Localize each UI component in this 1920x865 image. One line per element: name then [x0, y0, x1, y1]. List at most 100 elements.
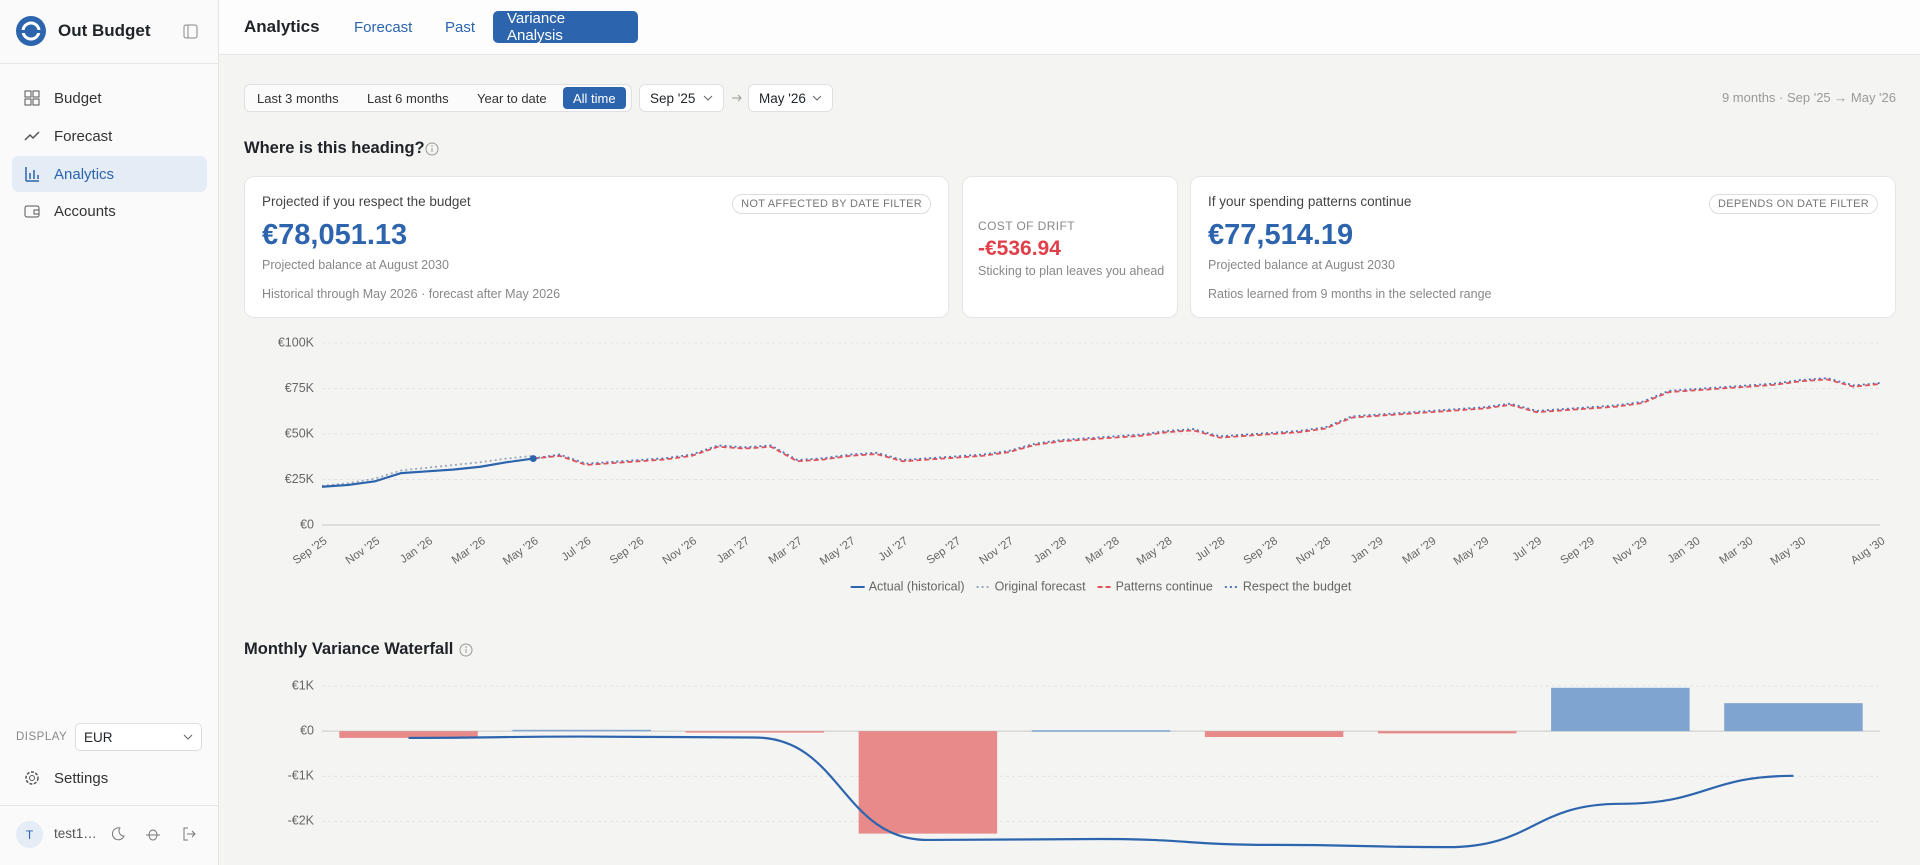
nav-label: Forecast: [54, 127, 113, 145]
x-tick-label: Aug '30: [1849, 535, 1888, 567]
x-tick-label: Mar '26: [450, 535, 488, 567]
range-button[interactable]: Last 3 months: [257, 90, 339, 106]
end-marker: [529, 455, 537, 463]
cumulative-line: [408, 735, 1794, 849]
y-tick-label: €25K: [285, 472, 315, 486]
page-title: Analytics: [244, 17, 320, 36]
x-tick-label: Nov '28: [1294, 535, 1333, 567]
sidebar: Out Budget Budget Forecast Analytics Acc…: [0, 0, 219, 865]
nav-budget[interactable]: Budget: [12, 80, 207, 116]
card-caption: Sticking to plan leaves you ahead: [978, 264, 1165, 278]
card-note: Historical through May 2026 · forecast a…: [262, 287, 561, 301]
nav-accounts[interactable]: Accounts: [12, 193, 207, 229]
info-icon[interactable]: [425, 142, 439, 156]
x-tick-label: Nov '29: [1611, 535, 1650, 567]
card-label: COST OF DRIFT: [978, 219, 1075, 233]
legend-label: Patterns continue: [1116, 579, 1213, 593]
y-tick-label: €0: [300, 723, 314, 737]
variance-bar: [1724, 703, 1863, 732]
x-tick-label: Mar '29: [1401, 535, 1439, 567]
range-button[interactable]: Year to date: [477, 90, 547, 106]
card-amount: €77,514.19: [1208, 219, 1354, 251]
legend-label: Respect the budget: [1243, 579, 1352, 593]
tab[interactable]: Forecast: [354, 18, 413, 36]
y-tick-label: €50K: [285, 426, 315, 440]
y-tick-label: €100K: [278, 335, 315, 349]
nav-forecast[interactable]: Forecast: [12, 118, 207, 154]
card-caption: Projected balance at August 2030: [1208, 258, 1395, 272]
card-label: If your spending patterns continue: [1208, 194, 1412, 209]
range-arrow: [732, 94, 742, 102]
x-tick-label: Jan '28: [1032, 535, 1069, 566]
nav-settings[interactable]: Settings: [12, 760, 207, 796]
range-selector: Last 3 months Last 6 months Year to date…: [244, 84, 632, 112]
to-value: May '26: [759, 90, 806, 106]
card-amount: -€536.94: [978, 237, 1061, 260]
legend-label: Actual (historical): [869, 579, 965, 593]
nav-label: Analytics: [54, 165, 115, 183]
avatar[interactable]: T: [16, 821, 43, 848]
budget-card: Projected if you respect the budget NOT …: [244, 176, 949, 318]
user-name: test1…: [54, 826, 97, 841]
tab[interactable]: Past: [445, 18, 476, 36]
logout-button[interactable]: [182, 827, 196, 841]
x-tick-label: Jan '26: [398, 535, 435, 566]
x-tick-label: May '30: [1769, 535, 1809, 568]
series-line: [321, 457, 534, 488]
y-tick-label: €0: [300, 517, 314, 531]
x-tick-label: Jan '29: [1349, 535, 1386, 566]
divider: [0, 63, 219, 64]
series-line: [533, 378, 1881, 466]
display-label: DISPLAY: [16, 731, 68, 743]
x-tick-label: Sep '26: [608, 535, 647, 567]
x-tick-label: May '26: [501, 535, 541, 568]
series-line: [321, 454, 534, 487]
card-amount: €78,051.13: [262, 219, 408, 251]
x-tick-label: Sep '29: [1558, 535, 1597, 567]
drift-card: COST OF DRIFT -€536.94 Sticking to plan …: [962, 176, 1178, 318]
debug-button[interactable]: [146, 827, 160, 841]
collapse-button[interactable]: [183, 24, 198, 39]
variance-bar: [512, 729, 651, 732]
card-note: Ratios learned from 9 months in the sele…: [1208, 287, 1492, 301]
from-value: Sep '25: [650, 90, 696, 106]
nav-label: Settings: [54, 769, 109, 787]
card-badge: DEPENDS ON DATE FILTER: [1708, 194, 1878, 214]
x-tick-label: Jul '27: [877, 535, 911, 564]
range-summary: 9 months · Sep '25 → May '26: [1721, 90, 1896, 105]
x-tick-label: Mar '30: [1717, 535, 1755, 567]
currency-select[interactable]: EUR: [75, 723, 202, 751]
x-tick-label: Nov '26: [661, 535, 700, 567]
info-icon[interactable]: [459, 643, 473, 657]
variance-bar: [339, 731, 478, 738]
x-tick-label: May '29: [1452, 535, 1492, 568]
card-badge: NOT AFFECTED BY DATE FILTER: [732, 194, 931, 214]
nav-analytics[interactable]: Analytics: [12, 156, 207, 192]
logo: [16, 16, 46, 46]
tab-active[interactable]: Variance Analysis: [493, 10, 638, 44]
variance-bar: [1551, 687, 1690, 732]
card-caption: Projected balance at August 2030: [262, 258, 449, 272]
x-tick-label: May '27: [818, 535, 858, 568]
range-button[interactable]: Last 6 months: [367, 90, 449, 106]
range-button-active[interactable]: All time: [563, 87, 626, 109]
y-tick-label: -€1K: [288, 769, 315, 783]
to-select[interactable]: May '26: [748, 84, 833, 112]
brand: Out Budget: [58, 21, 151, 40]
x-tick-label: May '28: [1135, 535, 1175, 568]
x-tick-label: Nov '25: [344, 535, 383, 567]
y-tick-label: €75K: [285, 381, 315, 395]
divider: [0, 805, 219, 806]
nav-label: Budget: [54, 89, 102, 107]
variance-bar: [1377, 731, 1517, 734]
card-label: Projected if you respect the budget: [262, 194, 471, 209]
section-heading: Monthly Variance Waterfall: [244, 640, 454, 658]
from-select[interactable]: Sep '25: [639, 84, 724, 112]
legend: Actual (historical) Original forecast Patt…: [850, 579, 1352, 593]
x-tick-label: Sep '25: [291, 535, 330, 567]
theme-toggle[interactable]: [111, 827, 125, 841]
variance-bar: [1204, 731, 1344, 738]
x-tick-label: Jan '30: [1666, 535, 1703, 566]
x-tick-label: Mar '27: [767, 535, 805, 567]
